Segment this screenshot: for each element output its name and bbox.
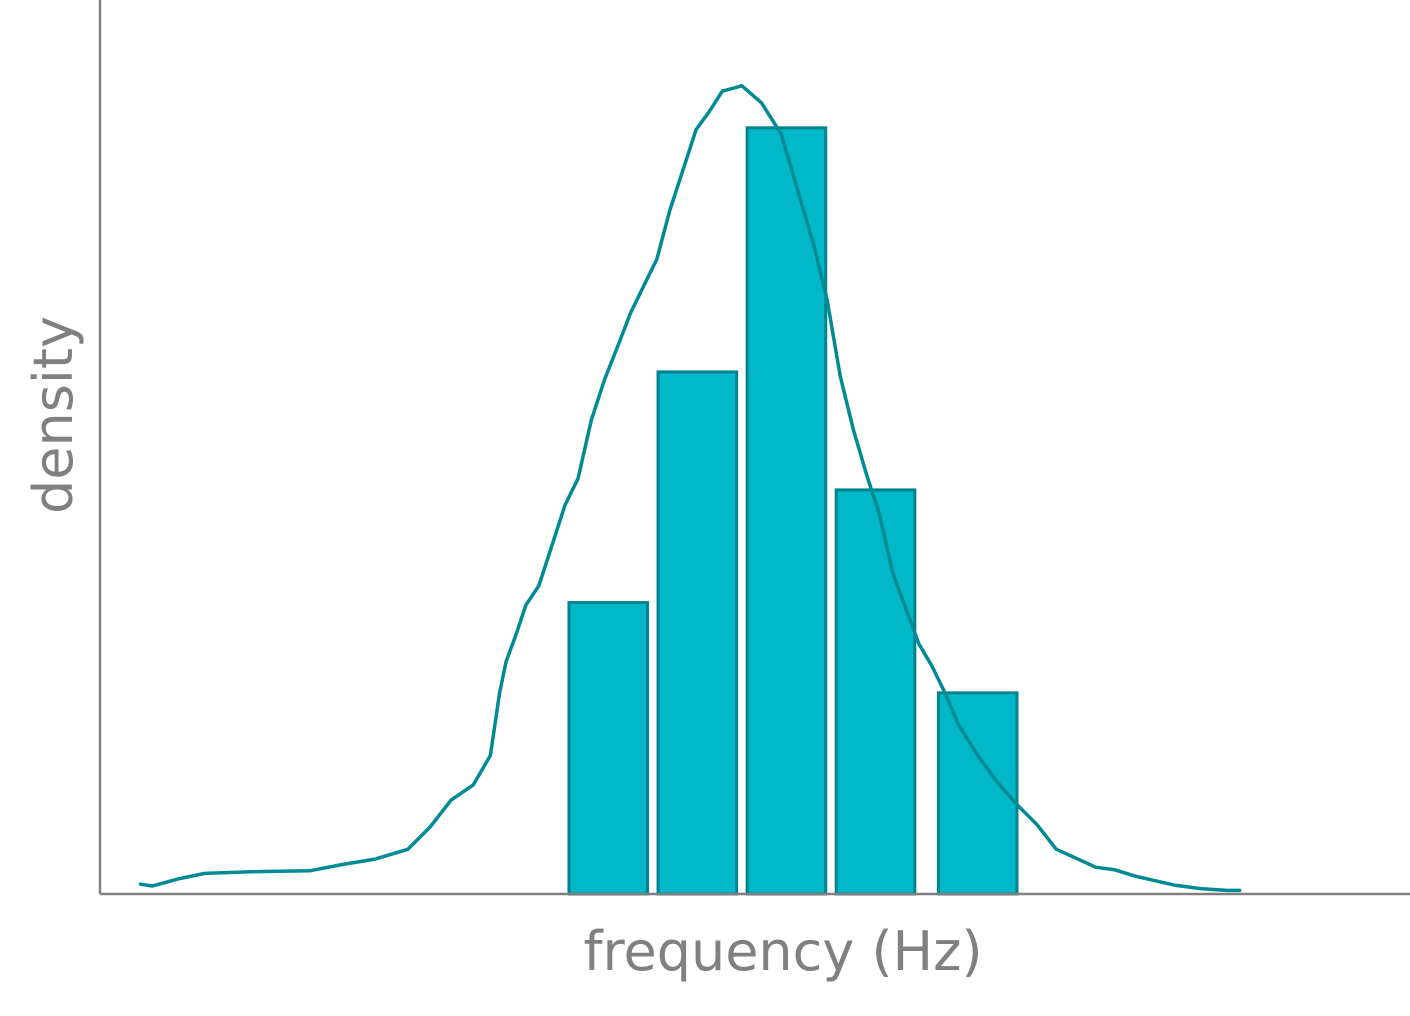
histogram-bars [567,126,1019,896]
histogram-bar-2 [656,370,739,896]
histogram-bar-4 [834,488,917,896]
histogram-bar-1 [567,601,650,896]
histogram-bar-5 [936,691,1019,896]
x-axis-title: frequency (Hz) [583,920,982,983]
y-axis-title: density [22,316,85,514]
density-curve [138,84,1242,893]
histogram-bar-3 [745,126,828,896]
